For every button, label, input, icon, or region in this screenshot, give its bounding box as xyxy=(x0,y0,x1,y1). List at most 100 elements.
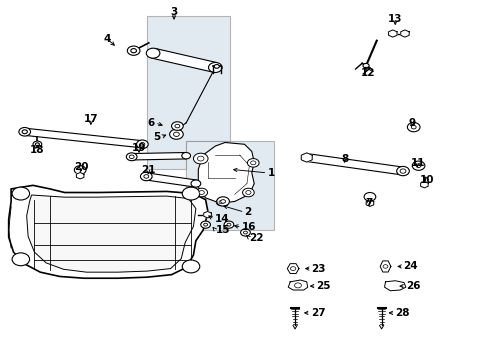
Circle shape xyxy=(245,190,250,194)
Text: 7: 7 xyxy=(364,198,371,208)
Text: 5: 5 xyxy=(153,132,161,142)
Circle shape xyxy=(171,122,183,130)
Polygon shape xyxy=(287,264,298,274)
Circle shape xyxy=(411,161,424,170)
Text: 24: 24 xyxy=(403,261,417,271)
Circle shape xyxy=(19,127,30,136)
Text: 15: 15 xyxy=(215,225,229,235)
Polygon shape xyxy=(384,281,405,291)
FancyBboxPatch shape xyxy=(186,141,273,230)
Polygon shape xyxy=(379,261,390,272)
Polygon shape xyxy=(301,153,311,162)
Text: 14: 14 xyxy=(214,214,228,224)
Circle shape xyxy=(290,267,295,270)
Polygon shape xyxy=(400,30,408,37)
Polygon shape xyxy=(76,172,84,179)
Text: 10: 10 xyxy=(419,175,433,185)
Text: 13: 13 xyxy=(387,14,402,24)
Text: 22: 22 xyxy=(249,233,264,243)
Text: 26: 26 xyxy=(405,281,420,291)
Circle shape xyxy=(182,187,200,200)
Polygon shape xyxy=(24,128,143,148)
Circle shape xyxy=(126,153,137,161)
Circle shape xyxy=(216,197,229,206)
Circle shape xyxy=(33,141,41,148)
Text: 18: 18 xyxy=(30,145,44,155)
Circle shape xyxy=(20,128,30,135)
Circle shape xyxy=(224,221,233,228)
Circle shape xyxy=(35,143,39,146)
Circle shape xyxy=(247,158,259,167)
Circle shape xyxy=(137,141,147,148)
Circle shape xyxy=(201,221,210,228)
Polygon shape xyxy=(287,280,307,290)
Circle shape xyxy=(182,153,190,159)
Polygon shape xyxy=(366,200,373,206)
Circle shape xyxy=(226,223,230,226)
Polygon shape xyxy=(145,173,196,187)
Circle shape xyxy=(219,201,223,204)
Polygon shape xyxy=(27,195,196,272)
Circle shape xyxy=(208,63,222,72)
Circle shape xyxy=(141,173,151,180)
Polygon shape xyxy=(198,143,254,203)
Circle shape xyxy=(396,166,408,176)
Circle shape xyxy=(74,166,86,174)
Text: 6: 6 xyxy=(147,118,155,128)
Polygon shape xyxy=(305,154,403,175)
Circle shape xyxy=(397,167,407,175)
Circle shape xyxy=(216,199,225,206)
Text: 23: 23 xyxy=(311,264,325,274)
Polygon shape xyxy=(388,30,396,37)
Polygon shape xyxy=(9,185,207,278)
Polygon shape xyxy=(147,16,229,169)
Circle shape xyxy=(191,180,201,187)
Circle shape xyxy=(182,260,200,273)
Circle shape xyxy=(243,231,247,234)
Circle shape xyxy=(129,155,134,158)
Text: 1: 1 xyxy=(267,168,274,178)
Circle shape xyxy=(399,169,405,173)
Text: 28: 28 xyxy=(394,308,409,318)
Circle shape xyxy=(382,265,387,268)
Text: 11: 11 xyxy=(409,158,424,168)
Circle shape xyxy=(12,253,30,266)
Circle shape xyxy=(196,188,207,197)
Circle shape xyxy=(173,132,179,136)
Circle shape xyxy=(301,154,311,161)
Circle shape xyxy=(140,172,152,181)
Circle shape xyxy=(220,200,225,203)
Circle shape xyxy=(242,188,254,197)
Text: 8: 8 xyxy=(340,154,347,163)
Text: 17: 17 xyxy=(83,113,98,123)
Text: 20: 20 xyxy=(74,162,88,172)
Text: 19: 19 xyxy=(132,143,146,153)
Text: 21: 21 xyxy=(141,165,155,175)
Circle shape xyxy=(127,46,140,55)
Polygon shape xyxy=(203,211,211,218)
Circle shape xyxy=(407,122,419,132)
Circle shape xyxy=(364,193,375,201)
Text: 4: 4 xyxy=(103,34,111,44)
Circle shape xyxy=(136,140,148,149)
Circle shape xyxy=(250,161,255,165)
Circle shape xyxy=(169,129,183,139)
Circle shape xyxy=(130,49,136,53)
Circle shape xyxy=(193,153,207,164)
Circle shape xyxy=(175,124,180,128)
Circle shape xyxy=(240,229,250,236)
Polygon shape xyxy=(420,181,427,188)
Text: 16: 16 xyxy=(241,222,256,232)
Circle shape xyxy=(294,283,301,288)
Circle shape xyxy=(203,223,207,226)
Text: 2: 2 xyxy=(244,207,251,217)
Circle shape xyxy=(140,143,144,146)
Circle shape xyxy=(146,48,160,58)
Circle shape xyxy=(127,154,136,160)
Text: 9: 9 xyxy=(408,118,415,128)
Circle shape xyxy=(22,130,27,134)
Text: 12: 12 xyxy=(361,68,375,78)
Polygon shape xyxy=(151,48,217,72)
Circle shape xyxy=(415,164,420,167)
Text: 27: 27 xyxy=(310,308,325,318)
